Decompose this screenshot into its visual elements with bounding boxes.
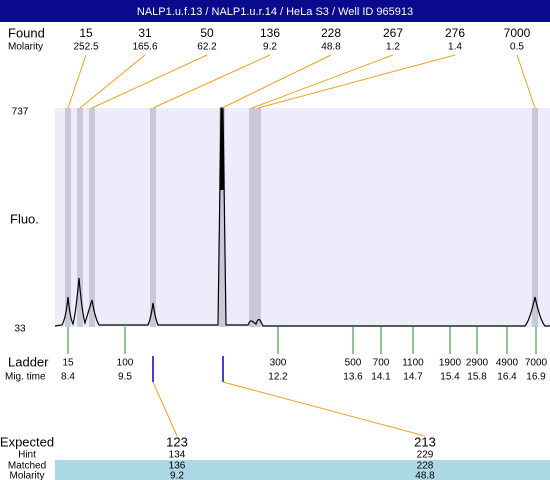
expected-size: 123 [166, 434, 188, 449]
expected-molarity: 9.2 [170, 471, 184, 480]
found-label: Found [8, 25, 45, 40]
y-max: 737 [12, 107, 29, 118]
trace [54, 107, 550, 327]
expected-matched: 136 [169, 461, 186, 472]
ladder-time: 16.9 [526, 372, 546, 383]
title-bar [0, 0, 550, 22]
found-molarity: 252.5 [73, 42, 98, 53]
ladder-size: 300 [270, 358, 287, 369]
ladder-size: 1900 [439, 358, 462, 369]
ladder-size: 15 [62, 358, 74, 369]
expected-size: 213 [414, 434, 436, 449]
peak-band [77, 108, 83, 327]
found-size: 7000 [504, 26, 531, 40]
ladder-time: 16.4 [497, 372, 517, 383]
molarity-label: Molarity [8, 42, 43, 53]
peak-band [89, 108, 95, 327]
found-size: 31 [138, 26, 152, 40]
found-molarity: 62.2 [197, 42, 217, 53]
ladder-time: 14.1 [371, 372, 391, 383]
y-label: Fluo. [10, 211, 39, 226]
found-size: 50 [200, 26, 214, 40]
ladder-size: 2900 [466, 358, 489, 369]
expected-connector [222, 381, 426, 437]
expected-connector [152, 381, 178, 437]
ladder-time: 15.4 [440, 372, 460, 383]
ladder-time: 9.5 [118, 372, 132, 383]
found-connector [91, 54, 208, 109]
expected-molarity: 48.8 [415, 471, 435, 480]
expected-label: Expected [0, 434, 54, 449]
peak-band [65, 108, 71, 327]
ladder-size: 1100 [402, 358, 424, 369]
matched-label: Matched [8, 461, 46, 472]
hint-label: Hint [18, 450, 36, 461]
expected-hint: 229 [417, 450, 434, 461]
peak-band [150, 108, 156, 327]
title: NALP1.u.f.13 / NALP1.u.r.14 / HeLa S3 / … [137, 6, 413, 18]
found-connector [79, 54, 146, 109]
found-molarity: 1.2 [386, 42, 400, 53]
ladder-time: 14.7 [403, 372, 423, 383]
peak-band [219, 108, 225, 327]
matched-band [55, 460, 550, 480]
found-connector [251, 54, 394, 109]
found-molarity: 0.5 [510, 42, 524, 53]
found-size: 15 [79, 26, 93, 40]
found-connector [67, 54, 87, 109]
y-min: 33 [14, 324, 26, 335]
peak-band [532, 108, 538, 327]
found-molarity: 1.4 [448, 42, 462, 53]
found-size: 276 [445, 26, 465, 40]
ladder-size: 4900 [496, 358, 519, 369]
found-connector [257, 54, 456, 109]
ladder-time: 12.2 [268, 372, 288, 383]
peak-band [249, 108, 255, 327]
ladder-size: 7000 [525, 358, 548, 369]
found-connector [221, 54, 332, 109]
found-molarity: 48.8 [321, 42, 341, 53]
plot-area [55, 108, 550, 327]
found-size: 267 [383, 26, 403, 40]
peak-band [255, 108, 261, 327]
ladder-label: Ladder [8, 354, 49, 369]
ladder-size: 100 [117, 358, 134, 369]
found-molarity: 165.6 [132, 42, 157, 53]
found-size: 228 [321, 26, 341, 40]
found-molarity: 9.2 [263, 42, 277, 53]
ladder-time: 8.4 [61, 372, 75, 383]
ladder-time: 15.8 [467, 372, 487, 383]
expected-hint: 134 [169, 450, 186, 461]
exp-molarity-label: Molarity [9, 471, 44, 480]
ladder-time: 13.6 [343, 372, 363, 383]
mig-time-label: Mig. time [5, 372, 46, 383]
expected-matched: 228 [417, 461, 434, 472]
found-connector [152, 54, 271, 109]
found-size: 136 [260, 26, 280, 40]
ladder-size: 700 [373, 358, 390, 369]
found-connector [516, 54, 536, 109]
ladder-size: 500 [345, 358, 362, 369]
